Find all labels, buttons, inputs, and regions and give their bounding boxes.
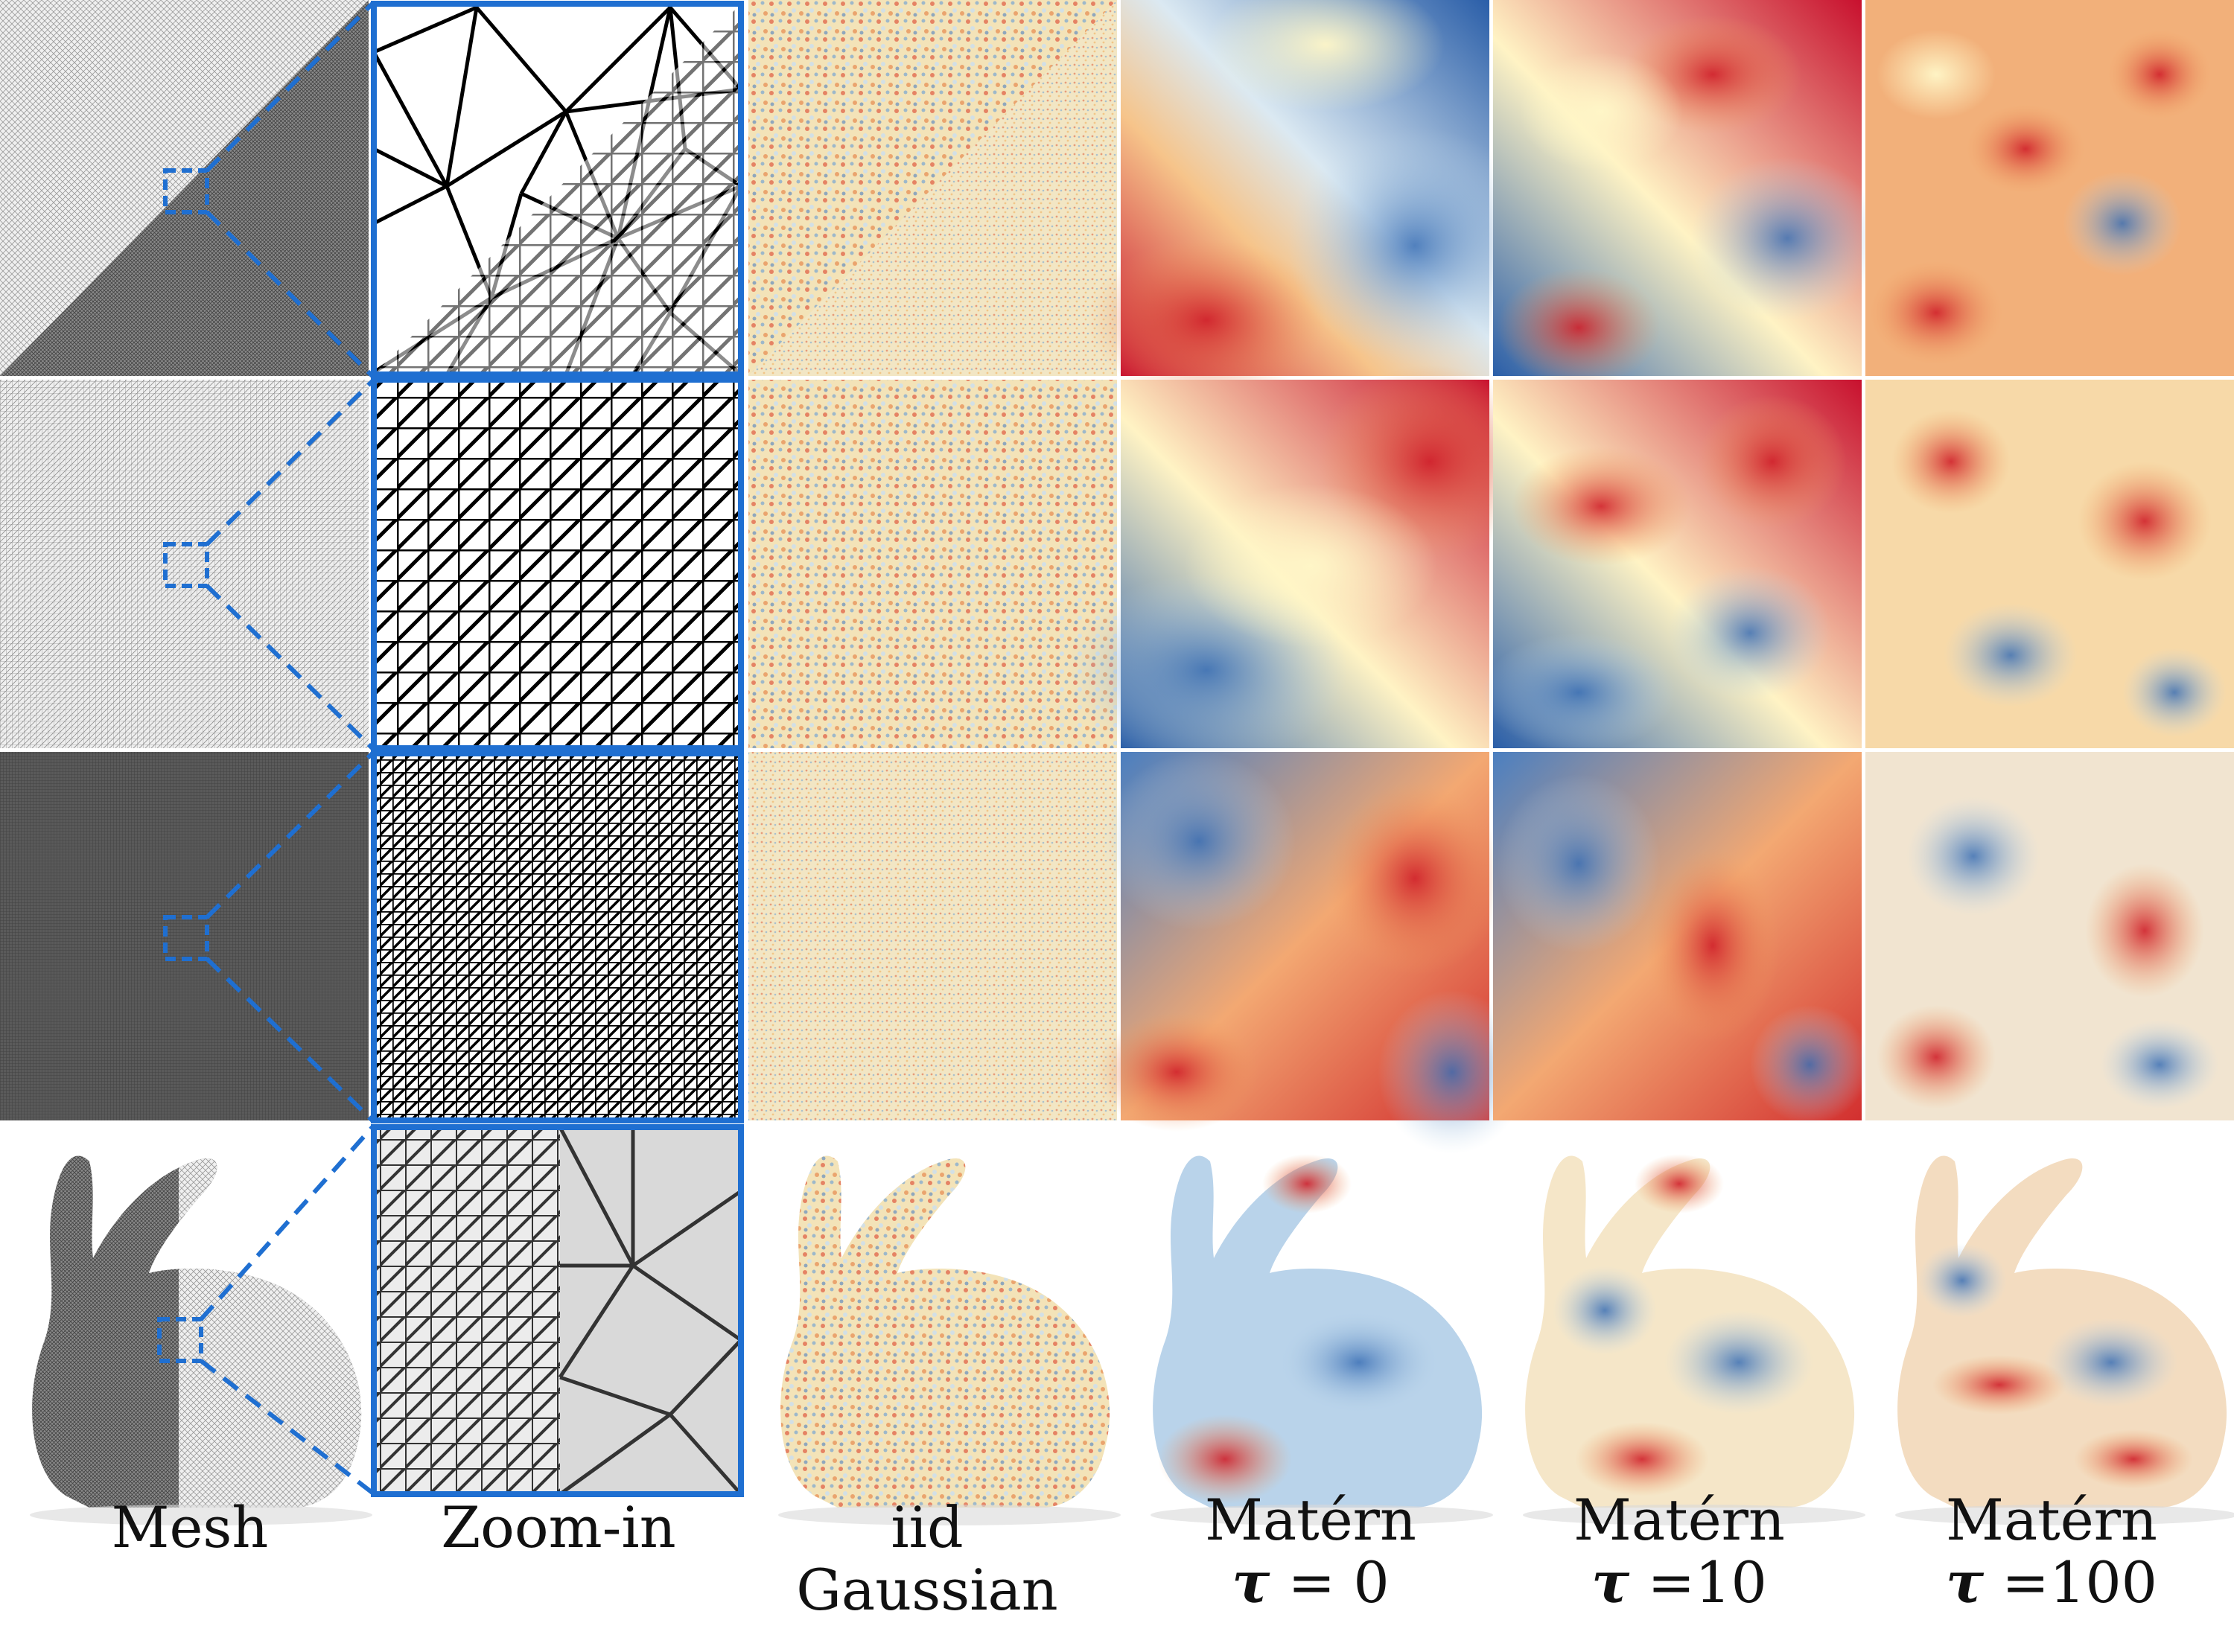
caption-matern0-eq: = 0 — [1288, 1549, 1390, 1616]
matern10-column — [1482, 0, 1884, 1525]
caption-zoom-text: Zoom-in — [441, 1494, 676, 1560]
matern10-row-1 — [1493, 0, 1884, 387]
caption-matern100-name: Matérn — [1946, 1487, 2157, 1553]
caption-matern10-symbol: τ — [1591, 1549, 1630, 1616]
matern0-row-3 — [1095, 752, 1527, 1154]
bunny-matern10 — [1523, 1154, 1865, 1525]
matern100-row-3 — [1865, 752, 2234, 1120]
matern10-row-2 — [1482, 380, 1862, 752]
zoom-row-4 — [371, 1124, 744, 1497]
matern0-row-2 — [1065, 365, 1541, 767]
matern100-column — [1865, 0, 2234, 1525]
zoom-row-3 — [371, 750, 744, 1123]
caption-iid-text: iid Gaussian — [796, 1494, 1058, 1623]
zoom-row-1 — [371, 1, 744, 377]
caption-iid: iid Gaussian — [756, 1496, 1098, 1621]
matern10-row-3 — [1493, 752, 1869, 1124]
zoom-row-2 — [371, 377, 744, 751]
matern100-row-2 — [1865, 380, 2234, 748]
bunny-matern0 — [1151, 1154, 1493, 1525]
matern0-column — [1065, 0, 1541, 1525]
caption-mesh-text: Mesh — [111, 1494, 269, 1560]
caption-matern10-name: Matérn — [1573, 1487, 1785, 1553]
iid-row-1 — [748, 0, 1117, 376]
iid-row-3 — [748, 752, 1117, 1120]
caption-matern100-symbol: τ — [1945, 1549, 1985, 1616]
bunny-matern100 — [1895, 1155, 2234, 1525]
caption-matern100-eq: =100 — [2002, 1549, 2158, 1616]
caption-matern0: Matérn τ = 0 — [1139, 1489, 1482, 1614]
caption-mesh: Mesh — [19, 1496, 361, 1559]
caption-matern0-symbol: τ — [1232, 1549, 1270, 1616]
zoom-connectors — [157, 1, 375, 1495]
caption-matern100: Matérn τ =100 — [1880, 1489, 2223, 1614]
mesh-column — [0, 0, 372, 1525]
matern0-row-1 — [1087, 0, 1541, 402]
iid-row-2 — [748, 380, 1117, 748]
bunny-iid — [778, 1155, 1121, 1525]
caption-zoom: Zoom-in — [387, 1496, 730, 1559]
caption-matern0-name: Matérn — [1205, 1487, 1416, 1553]
zoom-column — [371, 1, 744, 1497]
caption-matern10-eq: =10 — [1647, 1549, 1767, 1616]
matern100-row-1 — [1865, 0, 2234, 376]
iid-column — [748, 0, 1121, 1525]
caption-matern10: Matérn τ =10 — [1508, 1489, 1850, 1614]
